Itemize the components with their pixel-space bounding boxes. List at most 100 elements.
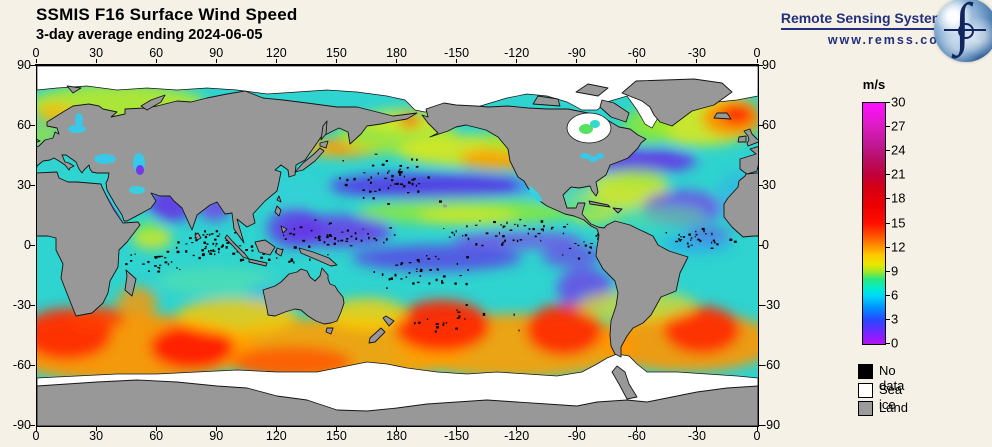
colorbar <box>862 102 886 345</box>
no-data-speckles <box>125 153 737 333</box>
lon-tick-mark <box>275 427 277 431</box>
lat-tick-label-right: -30 <box>762 298 781 312</box>
lon-tick-label-top: 30 <box>89 46 104 60</box>
lon-tick-label-top: 0 <box>753 46 761 60</box>
lat-tick-mark <box>758 124 763 126</box>
lon-tick-label-top: 60 <box>149 46 164 60</box>
lon-tick-mark <box>696 59 698 63</box>
colorbar-tick-label: 30 <box>891 94 906 110</box>
map-top-border <box>35 63 759 66</box>
lon-tick-label-bottom: 0 <box>32 429 40 443</box>
legend-label: Land <box>879 400 908 415</box>
lon-tick-label-bottom: -120 <box>504 429 530 443</box>
colorbar-tick-mark <box>885 150 890 152</box>
colorbar-tick-label: 6 <box>891 287 899 303</box>
lon-tick-mark <box>396 59 397 63</box>
lat-tick-mark <box>30 124 35 126</box>
colorbar-tick-mark <box>885 222 890 224</box>
lat-tick-mark <box>758 184 763 186</box>
lon-tick-mark <box>456 59 458 63</box>
lat-tick-label-right: 60 <box>762 118 776 132</box>
legend-label: No data <box>879 363 905 393</box>
colorbar-tick-label: 12 <box>891 239 906 255</box>
lon-tick-label-bottom: -30 <box>687 429 706 443</box>
colorbar-tick-mark <box>885 174 890 176</box>
lat-tick-mark <box>30 364 35 366</box>
lon-tick-mark <box>275 59 277 63</box>
lon-tick-mark <box>335 59 337 63</box>
lon-tick-mark <box>516 427 518 431</box>
legend-swatch <box>858 364 873 379</box>
lon-tick-mark <box>155 427 157 431</box>
lon-tick-label-top: -30 <box>687 46 706 60</box>
remss-url-link[interactable]: www.remss.com <box>827 33 952 47</box>
colorbar-tick-label: 18 <box>891 190 906 206</box>
world-wind-map <box>36 65 759 427</box>
lat-tick-mark <box>30 64 35 66</box>
colorbar-tick-label: 0 <box>891 335 899 351</box>
lat-tick-label-left: 30 <box>17 178 31 192</box>
colorbar-tick-mark <box>885 198 890 200</box>
colorbar-tick-mark <box>885 270 890 272</box>
lon-tick-label-bottom: 30 <box>89 429 104 443</box>
legend-label: Sea ice <box>879 381 903 412</box>
colorbar-tick-label: 27 <box>891 118 906 134</box>
lon-tick-label-bottom: -90 <box>567 429 586 443</box>
page-title: SSMIS F16 Surface Wind Speed <box>36 5 298 24</box>
lat-tick-mark <box>30 244 35 246</box>
lon-tick-label-top: 120 <box>265 46 287 60</box>
colorbar-tick-mark <box>885 102 890 103</box>
colorbar-tick-mark <box>885 246 890 248</box>
lat-tick-mark <box>758 364 763 366</box>
lat-tick-label-left: 60 <box>17 118 31 132</box>
remss-globe-icon: ∫ <box>934 0 992 62</box>
lon-tick-label-bottom: 0 <box>753 429 761 443</box>
lon-tick-label-top: -60 <box>627 46 646 60</box>
lon-tick-mark <box>636 427 638 431</box>
lon-tick-mark <box>636 59 638 63</box>
lon-tick-mark <box>155 59 157 63</box>
lat-tick-label-right: 0 <box>762 238 769 252</box>
lon-tick-label-bottom: 180 <box>386 429 407 443</box>
lon-tick-mark <box>576 427 578 431</box>
legend-swatch <box>858 401 873 416</box>
lat-tick-mark <box>758 64 763 66</box>
lat-tick-mark <box>30 304 35 306</box>
lat-tick-mark <box>30 424 35 426</box>
remss-logo: Remote Sensing Systems www.remss.com <box>780 10 952 47</box>
legend-swatch <box>858 382 873 398</box>
lon-tick-mark <box>576 59 578 63</box>
lon-tick-mark <box>456 427 458 431</box>
lon-tick-label-bottom: -150 <box>444 429 470 443</box>
lon-tick-mark <box>756 59 758 63</box>
colorbar-units-label: m/s <box>862 77 886 92</box>
lon-tick-label-top: -150 <box>444 46 470 60</box>
colorbar-tick-mark <box>885 126 890 128</box>
colorbar-tick-label: 15 <box>891 215 906 230</box>
lat-tick-mark <box>758 304 763 306</box>
lat-tick-label-left: 0 <box>24 238 31 252</box>
lon-tick-mark <box>95 427 97 431</box>
colorbar-tick-label: 3 <box>891 311 899 327</box>
lon-tick-label-top: 150 <box>325 46 347 60</box>
lon-tick-mark <box>516 59 518 63</box>
colorbar-tick-label: 9 <box>891 263 899 279</box>
lon-tick-label-top: -120 <box>504 46 530 60</box>
lon-tick-mark <box>35 59 37 63</box>
lon-tick-label-bottom: 150 <box>325 429 347 443</box>
lat-tick-label-right: -90 <box>762 418 781 432</box>
lat-tick-label-right: -60 <box>762 358 781 372</box>
lat-tick-label-left: -90 <box>12 418 31 432</box>
lon-tick-label-bottom: 120 <box>265 429 287 443</box>
lon-tick-label-bottom: 60 <box>149 429 164 443</box>
lon-tick-mark <box>696 427 698 431</box>
colorbar-tick-label: 21 <box>891 166 906 182</box>
lon-tick-label-top: 0 <box>32 46 40 60</box>
lon-tick-label-top: 180 <box>386 46 407 60</box>
colorbar-tick-mark <box>885 343 890 344</box>
lon-tick-mark <box>215 427 217 431</box>
lon-tick-label-top: -90 <box>567 46 586 60</box>
lat-tick-label-right: 90 <box>762 58 776 72</box>
lon-tick-label-bottom: -60 <box>627 429 646 443</box>
